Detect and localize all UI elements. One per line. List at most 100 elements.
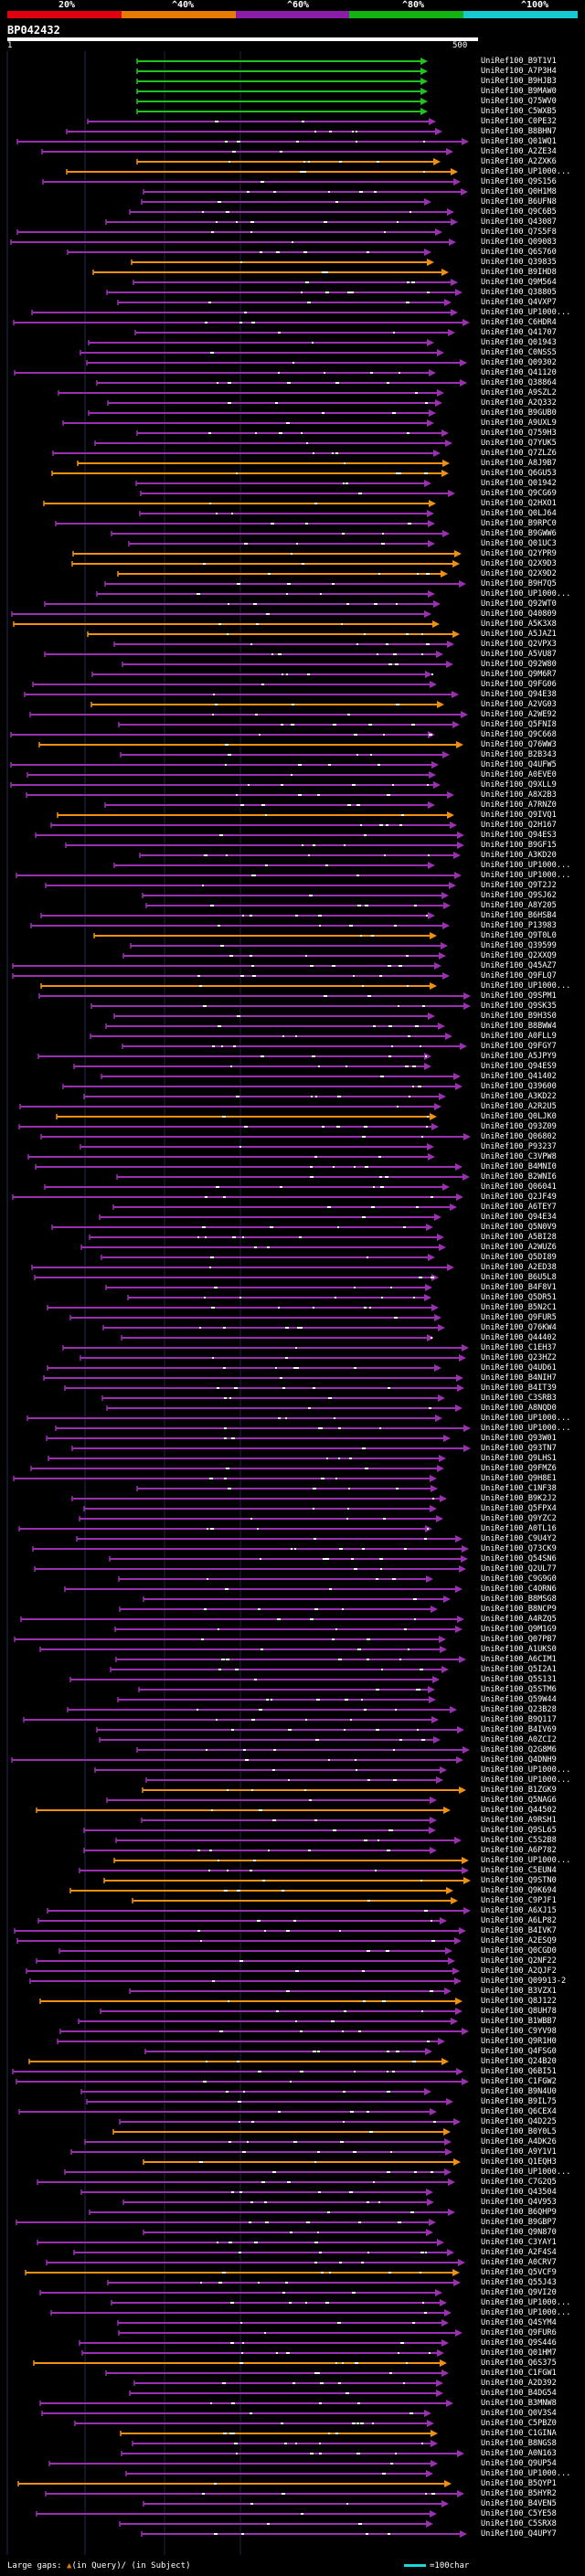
- hit-label-link[interactable]: UniRef100_Q01942: [481, 479, 557, 488]
- alignment-row[interactable]: [58, 389, 444, 397]
- hit-label-link[interactable]: UniRef100_Q9LHS1: [481, 1454, 557, 1463]
- alignment-row[interactable]: [32, 681, 437, 688]
- hit-label-link[interactable]: UniRef100_B5QYP1: [481, 2479, 557, 2488]
- alignment-row[interactable]: [14, 1636, 446, 1643]
- hit-label-link[interactable]: UniRef100_C1EH37: [481, 1343, 557, 1352]
- alignment-row[interactable]: [80, 2088, 431, 2095]
- alignment-row[interactable]: [84, 2138, 452, 2146]
- hit-label-link[interactable]: UniRef100_Q9VI20: [481, 2288, 557, 2297]
- hit-label-link[interactable]: UniRef100_A0CRV7: [481, 2258, 557, 2267]
- alignment-row[interactable]: [119, 2118, 461, 2125]
- alignment-row[interactable]: [79, 1515, 443, 1522]
- alignment-row[interactable]: [47, 1364, 441, 1372]
- hit-label-link[interactable]: UniRef100_Q8J122: [481, 1997, 557, 2006]
- alignment-row[interactable]: [66, 128, 442, 135]
- alignment-row[interactable]: [133, 279, 458, 286]
- hit-label-link[interactable]: UniRef100_Q38805: [481, 288, 557, 297]
- hit-label-link[interactable]: UniRef100_B1ZGK9: [481, 1786, 557, 1795]
- alignment-row[interactable]: [122, 952, 446, 959]
- alignment-row[interactable]: [30, 922, 450, 929]
- alignment-row[interactable]: [136, 68, 428, 75]
- hit-label-link[interactable]: UniRef100_Q2UL77: [481, 1564, 557, 1574]
- alignment-row[interactable]: [38, 992, 471, 1000]
- hit-label-link[interactable]: UniRef100_A9SZL2: [481, 388, 557, 398]
- alignment-row[interactable]: [67, 1706, 457, 1713]
- alignment-row[interactable]: [40, 982, 437, 990]
- alignment-row[interactable]: [45, 882, 456, 889]
- hit-label-link[interactable]: UniRef100_C5EUN4: [481, 1866, 557, 1875]
- alignment-row[interactable]: [80, 1354, 466, 1362]
- alignment-row[interactable]: [34, 1274, 439, 1281]
- alignment-row[interactable]: [62, 419, 434, 427]
- alignment-row[interactable]: [145, 1776, 443, 1784]
- alignment-row[interactable]: [50, 2309, 452, 2316]
- alignment-row[interactable]: [109, 1555, 468, 1563]
- alignment-row[interactable]: [37, 2178, 455, 2186]
- alignment-row[interactable]: [16, 138, 469, 145]
- alignment-row[interactable]: [39, 2400, 453, 2407]
- alignment-row[interactable]: [99, 1214, 441, 1221]
- hit-label-link[interactable]: UniRef100_Q9C668: [481, 730, 557, 739]
- hit-label-link[interactable]: UniRef100_B5HYR2: [481, 2489, 557, 2498]
- hit-label-link[interactable]: UniRef100_A2ZXK6: [481, 157, 557, 166]
- alignment-row[interactable]: [36, 1957, 455, 1965]
- hit-label-link[interactable]: UniRef100_B4IVK7: [481, 1926, 557, 1935]
- hit-label-link[interactable]: UniRef100_Q9FLQ7: [481, 971, 557, 981]
- alignment-row[interactable]: [121, 2450, 464, 2457]
- alignment-row[interactable]: [114, 1626, 463, 1633]
- hit-label-link[interactable]: UniRef100_B3VZX1: [481, 1987, 557, 1996]
- alignment-row[interactable]: [122, 661, 453, 668]
- alignment-row[interactable]: [70, 2148, 452, 2156]
- hit-label-link[interactable]: UniRef100_B2B343: [481, 750, 557, 759]
- alignment-row[interactable]: [112, 2128, 451, 2136]
- hit-label-link[interactable]: UniRef100_B9MAW0: [481, 87, 557, 96]
- hit-label-link[interactable]: UniRef100_B4IV69: [481, 1725, 557, 1734]
- hit-label-link[interactable]: UniRef100_Q9SK35: [481, 1002, 557, 1011]
- hit-label-link[interactable]: UniRef100_UP1000...: [481, 167, 571, 176]
- hit-label-link[interactable]: UniRef100_Q4FSG0: [481, 2047, 557, 2056]
- alignment-row[interactable]: [20, 1616, 464, 1623]
- alignment-row[interactable]: [136, 78, 428, 85]
- alignment-row[interactable]: [104, 580, 466, 588]
- alignment-row[interactable]: [76, 1535, 463, 1542]
- alignment-row[interactable]: [64, 1585, 463, 1593]
- hit-label-link[interactable]: UniRef100_B9Q117: [481, 1715, 557, 1724]
- hit-label-link[interactable]: UniRef100_Q75WV0: [481, 97, 557, 106]
- hit-label-link[interactable]: UniRef100_Q92WT0: [481, 599, 557, 609]
- alignment-row[interactable]: [139, 852, 461, 859]
- alignment-row[interactable]: [101, 1394, 445, 1402]
- hit-label-link[interactable]: UniRef100_C9G9G0: [481, 1574, 557, 1584]
- alignment-row[interactable]: [39, 2289, 442, 2296]
- alignment-row[interactable]: [134, 329, 455, 336]
- alignment-row[interactable]: [133, 2380, 443, 2387]
- alignment-row[interactable]: [106, 289, 463, 296]
- alignment-row[interactable]: [14, 1927, 466, 1935]
- hit-label-link[interactable]: UniRef100_Q5VCF9: [481, 2268, 557, 2277]
- alignment-row[interactable]: [16, 228, 442, 236]
- alignment-row[interactable]: [90, 701, 444, 708]
- alignment-row[interactable]: [105, 1284, 432, 1291]
- hit-label-link[interactable]: UniRef100_C3YAY1: [481, 2238, 557, 2247]
- hit-label-link[interactable]: UniRef100_Q01WQ1: [481, 137, 557, 146]
- alignment-row[interactable]: [113, 862, 435, 869]
- hit-label-link[interactable]: UniRef100_A9Y1V1: [481, 2147, 557, 2157]
- alignment-row[interactable]: [37, 1917, 447, 1924]
- hit-label-link[interactable]: UniRef100_A5BI28: [481, 1233, 557, 1242]
- alignment-row[interactable]: [30, 1465, 444, 1472]
- alignment-row[interactable]: [138, 1686, 435, 1693]
- alignment-row[interactable]: [12, 962, 441, 970]
- hit-label-link[interactable]: UniRef100_A8J9B7: [481, 459, 557, 468]
- alignment-row[interactable]: [27, 1153, 435, 1161]
- alignment-row[interactable]: [81, 2349, 444, 2357]
- hit-label-link[interactable]: UniRef100_A8Y205: [481, 901, 557, 910]
- hit-label-link[interactable]: UniRef100_Q9N870: [481, 2228, 557, 2237]
- hit-label-link[interactable]: UniRef100_A3KD20: [481, 851, 557, 860]
- hit-label-link[interactable]: UniRef100_B9GF15: [481, 841, 557, 850]
- hit-label-link[interactable]: UniRef100_A2WUZ6: [481, 1243, 557, 1252]
- hit-label-link[interactable]: UniRef100_Q9FG06: [481, 680, 557, 689]
- hit-label-link[interactable]: UniRef100_C9PJF1: [481, 1896, 557, 1905]
- hit-label-link[interactable]: UniRef100_Q38864: [481, 378, 557, 387]
- hit-label-link[interactable]: UniRef100_C1NF38: [481, 1484, 557, 1493]
- alignment-row[interactable]: [71, 560, 460, 567]
- alignment-row[interactable]: [10, 781, 441, 789]
